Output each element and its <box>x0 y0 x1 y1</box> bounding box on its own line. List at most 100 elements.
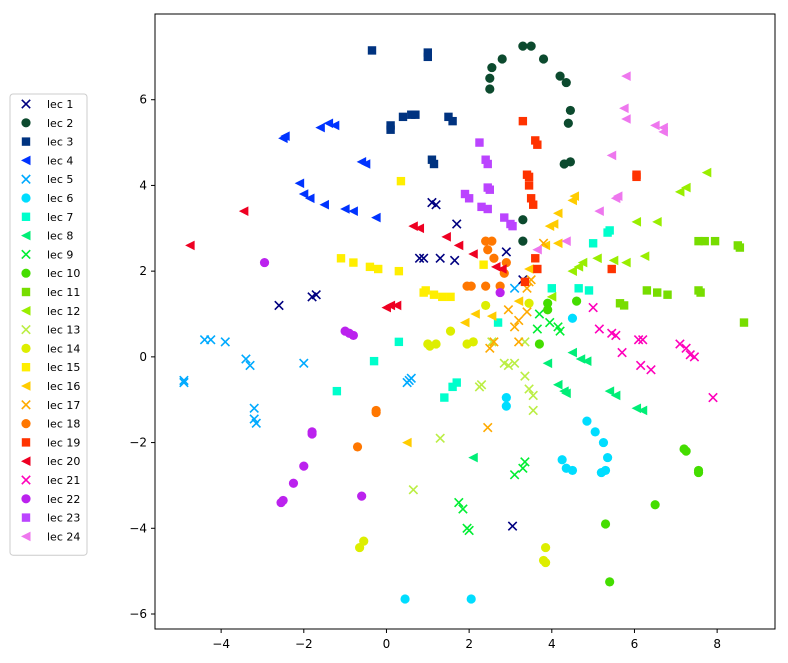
data-point <box>561 77 571 88</box>
data-point <box>633 334 644 345</box>
data-points <box>179 41 749 604</box>
data-point <box>423 52 432 62</box>
legend-label: lec 14 <box>47 342 80 355</box>
data-point <box>501 392 511 403</box>
data-point <box>298 189 309 199</box>
legend-item: lec 18 <box>21 418 80 431</box>
data-point <box>541 542 551 553</box>
data-point <box>448 116 457 126</box>
data-point <box>371 407 381 418</box>
data-point <box>674 187 685 197</box>
data-point <box>497 54 507 64</box>
data-point <box>448 382 457 392</box>
data-point <box>501 257 511 268</box>
x-tick-label: −4 <box>212 637 230 651</box>
data-point <box>739 318 749 327</box>
data-point <box>604 386 615 396</box>
legend-marker <box>21 230 31 241</box>
data-point <box>481 300 491 311</box>
data-point <box>371 212 381 223</box>
data-point <box>483 159 492 169</box>
data-point <box>632 170 641 179</box>
data-point <box>693 467 704 478</box>
legend-marker <box>21 494 31 504</box>
series-lec-12 <box>546 167 712 302</box>
legend-item: lec 4 <box>21 154 73 167</box>
data-point <box>555 71 565 81</box>
data-point <box>696 288 705 297</box>
legend-marker <box>21 343 31 353</box>
legend-marker <box>21 287 31 297</box>
series-lec-11 <box>615 236 749 327</box>
data-point <box>329 120 340 131</box>
x-axis-ticks: −4 −2 0 2 4 6 8 <box>212 629 721 651</box>
data-point <box>278 495 288 506</box>
data-point <box>555 326 565 336</box>
data-point <box>689 352 700 362</box>
data-point <box>435 253 445 264</box>
data-point <box>477 202 486 212</box>
legend-marker <box>21 137 31 146</box>
series-lec-3 <box>367 46 457 169</box>
data-point <box>468 452 478 463</box>
legend-label: lec 5 <box>47 173 73 186</box>
data-point <box>567 347 577 358</box>
data-point <box>288 478 299 488</box>
data-point <box>489 253 499 263</box>
data-point <box>485 185 494 194</box>
legend-marker <box>21 438 31 447</box>
legend-marker <box>21 155 31 166</box>
data-point <box>701 167 712 178</box>
data-point <box>588 302 598 313</box>
data-point <box>518 236 528 246</box>
legend-item: lec 15 <box>21 361 80 374</box>
data-point <box>542 358 553 369</box>
legend-marker <box>21 324 31 335</box>
data-point <box>503 304 514 315</box>
series-lec-16 <box>402 191 580 448</box>
legend-item: lec 2 <box>21 117 73 130</box>
data-point <box>681 182 691 193</box>
series-lec-19 <box>518 116 641 287</box>
legend-label: lec 24 <box>47 530 80 543</box>
data-point <box>423 48 432 57</box>
data-point <box>470 309 480 319</box>
x-tick-label: −2 <box>295 637 313 651</box>
data-point <box>440 393 449 402</box>
y-tick-label: 2 <box>139 264 147 278</box>
data-point <box>534 339 545 349</box>
legend-marker <box>21 174 31 184</box>
legend-label: lec 15 <box>47 361 80 374</box>
data-point <box>332 386 342 396</box>
data-point <box>581 356 592 366</box>
data-point <box>608 255 619 266</box>
data-point <box>319 199 329 210</box>
data-point <box>427 155 437 164</box>
data-point <box>486 311 497 321</box>
data-point <box>547 284 556 293</box>
data-point <box>251 418 262 429</box>
data-point <box>565 105 576 116</box>
legend-label: lec 1 <box>47 98 73 111</box>
legend-label: lec 17 <box>47 399 80 412</box>
data-point <box>610 390 621 401</box>
data-point <box>524 181 534 190</box>
data-point <box>531 254 540 263</box>
legend-marker <box>21 363 31 372</box>
legend-item: lec 21 <box>21 474 80 487</box>
data-point <box>577 257 588 268</box>
legend-label: lec 20 <box>47 455 80 468</box>
legend-label: lec 18 <box>47 418 80 431</box>
data-point <box>487 62 497 73</box>
data-point <box>509 469 520 480</box>
data-point <box>336 254 346 263</box>
data-point <box>520 457 530 467</box>
data-point <box>438 292 447 302</box>
legend-item: lec 14 <box>21 342 80 355</box>
series-lec-2 <box>485 41 576 246</box>
data-point <box>590 427 600 437</box>
data-point <box>600 519 611 529</box>
series-lec-6 <box>400 313 613 604</box>
data-point <box>524 298 534 308</box>
